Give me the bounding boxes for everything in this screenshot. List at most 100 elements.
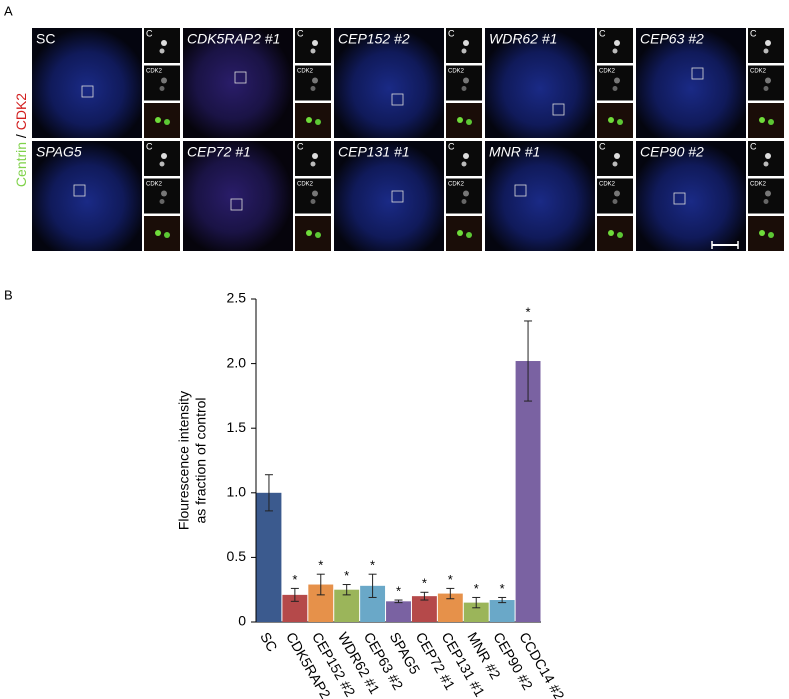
inset-spot [463,153,469,159]
inset [597,216,633,251]
inset [748,216,784,251]
panel-label: B [4,287,13,302]
inset-spot [161,190,167,197]
y-axis-label: Flourescence intensity [176,391,192,530]
micrograph [32,28,142,138]
micrograph [334,141,444,251]
panel-name: CEP152 #2 [338,31,410,47]
panel-name: CEP72 #1 [187,144,251,160]
inset-spot [159,48,165,54]
inset-spot [155,230,161,236]
inset-spot [463,40,469,46]
significance-label: * [474,581,479,596]
inset-spot [466,119,472,125]
inset-spot [612,161,618,167]
inset-spot [759,117,765,123]
inset-spot [617,119,623,125]
micrograph-panel: SPAG5 C CDK2 [32,141,180,251]
bar [463,602,489,622]
zoom-box [230,198,243,211]
inset [748,28,784,63]
inset-spot [461,161,467,167]
inset-spot [457,117,463,123]
inset-spot [614,190,620,197]
inset-spot [768,232,774,238]
micrograph-panel: CDK5RAP2 #1 C CDK2 [183,28,331,138]
inset-spot [759,230,765,236]
inset-label: CDK2 [448,69,465,75]
panel-name: CEP90 #2 [640,144,704,160]
inset [295,65,331,101]
inset-spot [463,190,469,197]
micrograph-panel: CEP152 #2 C CDK2 [334,28,482,138]
inset [446,141,482,176]
inset-spot [612,48,618,54]
inset-label: C [448,141,455,151]
significance-label: * [292,572,297,587]
inset [446,178,482,214]
panel-name: CEP63 #2 [640,31,704,47]
inset [446,28,482,63]
inset-spot [312,190,318,197]
inset-spot [457,230,463,236]
inset-label: C [448,28,455,38]
inset [144,65,180,101]
inset [295,141,331,176]
y-tick-label: 1.5 [227,419,247,435]
y-tick-label: 1.0 [227,484,247,500]
inset-spot [310,86,316,91]
inset-spot [164,232,170,238]
inset-label: C [297,141,304,151]
inset [446,216,482,251]
bar [489,600,515,622]
inset [144,178,180,214]
inset-spot [614,77,620,84]
inset [295,216,331,251]
inset [295,178,331,214]
zoom-box [234,71,247,84]
micrograph-panel: MNR #1 C CDK2 [485,141,633,251]
inset-spot [155,117,161,123]
side-label: Centrin / CDK2 [13,93,29,187]
panel-name: SC [36,31,55,47]
inset-spot [765,190,771,197]
inset-spot [164,119,170,125]
inset-spot [768,119,774,125]
significance-label: * [396,583,401,598]
panel-label: A [4,3,13,18]
y-tick-label: 0.5 [227,548,247,564]
inset-spot [466,232,472,238]
inset-label: CDK2 [750,182,767,188]
inset-label: C [750,141,757,151]
zoom-box [552,103,565,116]
micrograph-panel: CEP63 #2 C CDK2 [636,28,784,138]
significance-label: * [370,558,375,573]
inset-spot [312,153,318,159]
inset [144,103,180,138]
inset [144,216,180,251]
zoom-box [673,192,686,205]
inset-spot [763,199,769,204]
inset-spot [763,48,769,54]
inset-spot [312,77,318,84]
inset-label: C [599,28,606,38]
inset [597,178,633,214]
micrograph-panel: CEP90 #2 C CDK2 [636,141,784,251]
inset-spot [161,77,167,84]
panel-name: WDR62 #1 [489,31,557,47]
significance-label: * [526,304,531,319]
bar [256,492,282,622]
y-tick-label: 2.0 [227,354,247,370]
inset-spot [461,199,467,204]
inset-spot [608,230,614,236]
panel-name: MNR #1 [489,144,540,160]
inset-spot [159,86,165,91]
inset-spot [159,199,165,204]
inset [446,65,482,101]
micrograph [636,141,746,251]
inset [597,28,633,63]
inset-spot [617,232,623,238]
inset-spot [763,161,769,167]
micrograph-panel: WDR62 #1 C CDK2 [485,28,633,138]
